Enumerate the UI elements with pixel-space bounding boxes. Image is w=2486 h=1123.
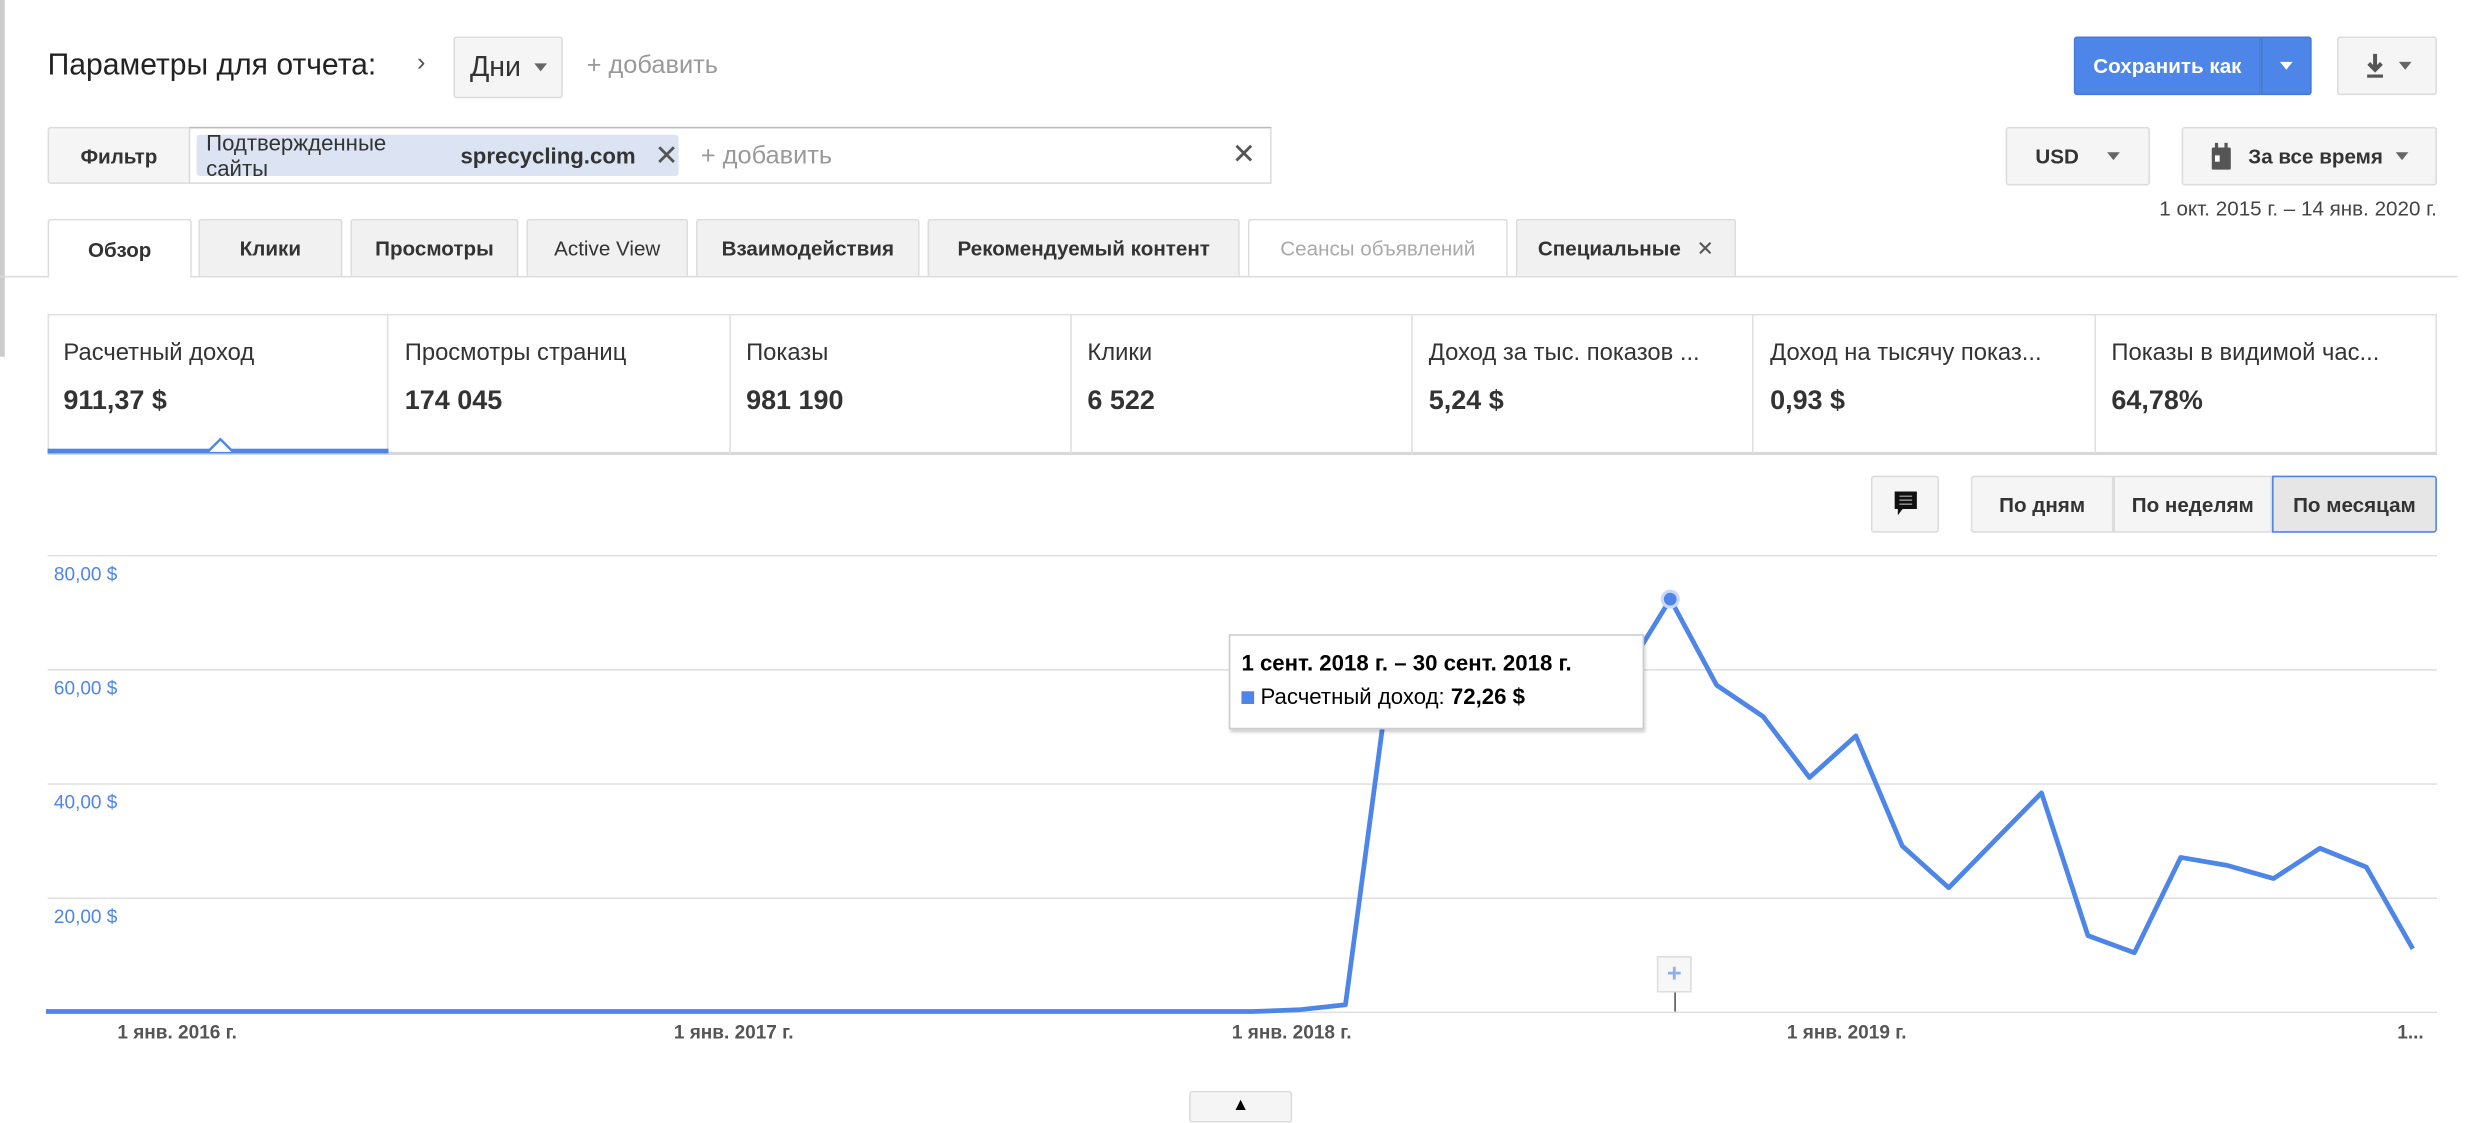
calendar-icon xyxy=(2211,141,2231,169)
metric-card[interactable]: Расчетный доход 911,37 $ xyxy=(48,313,389,454)
x-tick-label: 1 янв. 2018 г. xyxy=(1231,1021,1352,1044)
close-icon[interactable]: ✕ xyxy=(654,138,679,171)
series-line xyxy=(45,596,2415,1014)
metric-label: Просмотры страниц xyxy=(404,339,627,367)
currency-select[interactable]: USD xyxy=(2005,126,2150,186)
metric-label: Показы xyxy=(746,339,829,367)
collapse-button[interactable]: ▲ xyxy=(1189,1090,1293,1123)
tab-custom[interactable]: Специальные ✕ xyxy=(1515,218,1737,276)
tab-custom-label: Специальные xyxy=(1537,236,1681,261)
clear-filter-icon[interactable]: ✕ xyxy=(1231,137,1256,170)
metric-label: Доход на тысячу показ... xyxy=(1770,339,2042,367)
y-tick-label: 80,00 $ xyxy=(53,562,118,586)
chip-value: sprecycling.com xyxy=(460,142,636,169)
metric-card[interactable]: Показы 981 190 xyxy=(730,313,1072,454)
caret-down-icon xyxy=(2107,152,2121,161)
metric-card[interactable]: Показы в видимой час... 64,78% xyxy=(2096,314,2437,454)
gridline xyxy=(47,897,2437,899)
highlighted-point[interactable] xyxy=(1660,589,1680,609)
tooltip-series: Расчетный доход: xyxy=(1260,683,1445,709)
download-button[interactable] xyxy=(2337,36,2437,96)
metric-value: 6 522 xyxy=(1087,385,1155,416)
metric-label: Клики xyxy=(1087,339,1153,367)
series-swatch xyxy=(1241,691,1255,704)
y-tick-label: 60,00 $ xyxy=(53,677,118,700)
filter-chip: Подтвержденные сайты sprecycling.com ✕ xyxy=(196,130,679,181)
date-range-value: За все время xyxy=(2248,144,2383,169)
save-as-button[interactable]: Сохранить как xyxy=(2073,36,2261,96)
x-tick-label: 1 янв. 2017 г. xyxy=(673,1021,794,1044)
filter-label[interactable]: Фильтр xyxy=(47,126,191,184)
add-annotation-marker[interactable]: + xyxy=(1656,956,1692,993)
x-tick-label: 1 янв. 2019 г. xyxy=(1786,1021,1907,1044)
tab-ad-sessions: Сеансы объявлений xyxy=(1247,218,1508,276)
metric-label: Расчетный доход xyxy=(63,339,255,367)
chevron-right-icon: › xyxy=(416,49,426,77)
granularity-days[interactable]: По дням xyxy=(1970,475,2114,533)
granularity-weeks[interactable]: По неделям xyxy=(2113,475,2273,533)
tab-clicks[interactable]: Клики xyxy=(198,218,343,276)
page-title: Параметры для отчета: xyxy=(47,49,377,83)
comment-icon xyxy=(1893,491,1917,516)
metric-card[interactable]: Доход на тысячу показ... 0,93 $ xyxy=(1754,313,2096,454)
marker-stem xyxy=(1674,992,1676,1012)
annotations-button[interactable] xyxy=(1870,475,1940,533)
metric-value: 0,93 $ xyxy=(1770,385,1846,416)
caret-down-icon xyxy=(533,63,547,72)
tab-views[interactable]: Просмотры xyxy=(350,218,519,276)
dimension-select[interactable]: Дни xyxy=(453,36,563,99)
gridline xyxy=(47,783,2437,785)
caret-down-icon xyxy=(2398,61,2411,70)
notch-icon xyxy=(206,437,234,453)
granularity-months[interactable]: По месяцам xyxy=(2272,475,2437,533)
x-tick-label: 1 янв. 2016 г. xyxy=(117,1021,237,1044)
metric-card[interactable]: Клики 6 522 xyxy=(1072,313,1413,454)
metric-label: Показы в видимой час... xyxy=(2111,339,2380,367)
close-icon[interactable]: ✕ xyxy=(1696,235,1714,260)
tab-interactions[interactable]: Взаимодействия xyxy=(696,218,920,276)
save-as-dropdown[interactable] xyxy=(2260,36,2312,96)
add-dimension-link[interactable]: + добавить xyxy=(586,52,718,80)
chip-prefix: Подтвержденные сайты xyxy=(206,130,387,181)
metric-card[interactable]: Просмотры страниц 174 045 xyxy=(389,313,731,454)
add-filter-link[interactable]: + добавить xyxy=(700,142,833,170)
tab-recommended-content[interactable]: Рекомендуемый контент xyxy=(927,218,1240,276)
left-scrollbar[interactable] xyxy=(0,0,5,357)
x-tick-label: 1... xyxy=(2397,1021,2424,1044)
y-tick-label: 20,00 $ xyxy=(53,905,118,928)
gridline xyxy=(47,554,2437,557)
metric-value: 911,37 $ xyxy=(63,385,167,416)
y-tick-label: 40,00 $ xyxy=(53,791,118,814)
caret-down-icon xyxy=(2395,152,2409,161)
metric-value: 174 045 xyxy=(404,385,503,416)
filter-input[interactable]: Подтвержденные сайты sprecycling.com ✕ +… xyxy=(188,126,1272,184)
metric-value: 981 190 xyxy=(746,385,844,416)
tooltip-value: 72,26 $ xyxy=(1450,683,1525,709)
caret-down-icon xyxy=(2279,61,2293,70)
date-range-text: 1 окт. 2015 г. – 14 янв. 2020 г. xyxy=(2159,196,2437,221)
dimension-value: Дни xyxy=(469,50,521,83)
date-range-select[interactable]: За все время xyxy=(2181,126,2437,186)
tooltip-period: 1 сент. 2018 г. – 30 сент. 2018 г. xyxy=(1241,650,1572,676)
currency-value: USD xyxy=(2035,144,2079,169)
download-icon xyxy=(2366,53,2383,77)
tab-overview[interactable]: Обзор xyxy=(47,218,192,278)
metrics-bar xyxy=(47,313,2437,456)
chart-tooltip: 1 сент. 2018 г. – 30 сент. 2018 г. Расче… xyxy=(1228,634,1645,730)
tab-active-view[interactable]: Active View xyxy=(526,218,689,276)
metric-value: 64,78% xyxy=(2111,385,2203,416)
metric-card[interactable]: Доход за тыс. показов ... 5,24 $ xyxy=(1413,313,1755,454)
tabs-divider xyxy=(0,275,2458,278)
metric-value: 5,24 $ xyxy=(1428,385,1504,416)
metric-label: Доход за тыс. показов ... xyxy=(1428,339,1700,367)
